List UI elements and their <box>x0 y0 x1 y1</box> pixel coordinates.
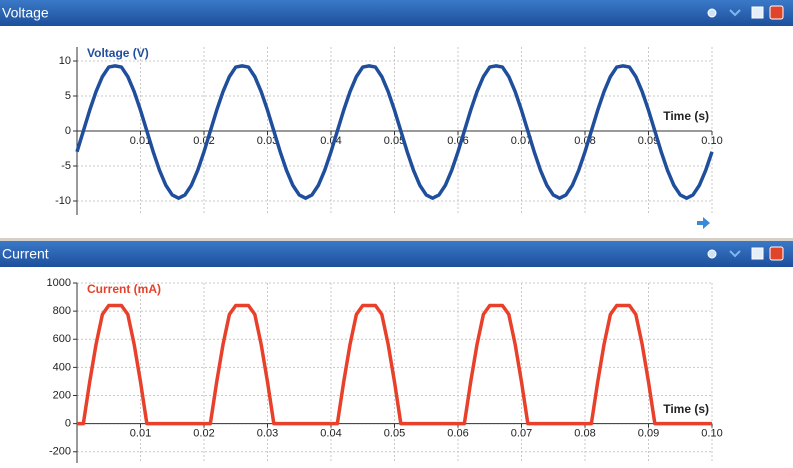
zoom-icon[interactable] <box>707 249 717 259</box>
title-bar <box>0 241 793 267</box>
x-tick-label: 0.07 <box>511 428 532 440</box>
y-tick-label: 0 <box>65 125 71 137</box>
y-tick-label: 600 <box>53 333 71 345</box>
x-tick-label: 0.02 <box>193 428 214 440</box>
x-tick-label: 0.04 <box>320 428 341 440</box>
y-tick-label: 400 <box>53 361 71 373</box>
y-tick-label: 5 <box>65 90 71 102</box>
collapse-icon[interactable] <box>729 250 741 258</box>
x-tick-label: 0.10 <box>701 135 722 147</box>
series-line <box>75 64 714 200</box>
splitter <box>0 238 793 241</box>
close-icon[interactable] <box>769 246 784 261</box>
y-axis-label: Current (mA) <box>87 282 161 296</box>
x-tick-label: 0.05 <box>384 135 405 147</box>
series-line <box>77 303 712 426</box>
x-axis-label: Time (s) <box>663 109 709 123</box>
x-tick-label: 0.08 <box>574 428 595 440</box>
zoom-icon[interactable] <box>707 8 717 18</box>
close-icon[interactable] <box>769 5 784 20</box>
y-tick-label: 200 <box>53 389 71 401</box>
panel-title: Current <box>2 246 49 262</box>
x-tick-label: 0.06 <box>447 135 468 147</box>
x-tick-label: 0.07 <box>511 135 532 147</box>
x-tick-label: 0.04 <box>320 135 341 147</box>
y-tick-label: 0 <box>65 418 71 430</box>
arrow-button[interactable] <box>697 217 710 229</box>
title-bar <box>0 0 793 26</box>
x-tick-label: 0.03 <box>257 135 278 147</box>
maximize-icon[interactable] <box>751 6 764 19</box>
y-tick-label: 800 <box>53 305 71 317</box>
x-tick-label: 0.01 <box>130 135 151 147</box>
y-tick-label: -10 <box>55 195 71 207</box>
y-axis-label: Voltage (V) <box>87 46 149 60</box>
x-tick-label: 0.09 <box>638 135 659 147</box>
x-tick-label: 0.02 <box>193 135 214 147</box>
x-tick-label: 0.06 <box>447 428 468 440</box>
y-tick-label: -5 <box>61 160 71 172</box>
y-tick-label: 1000 <box>47 277 71 289</box>
panel-title: Voltage <box>2 5 49 21</box>
x-tick-label: 0.10 <box>701 428 722 440</box>
x-tick-label: 0.05 <box>384 428 405 440</box>
x-tick-label: 0.03 <box>257 428 278 440</box>
y-tick-label: -200 <box>49 446 71 458</box>
window-controls[interactable] <box>707 5 784 20</box>
collapse-icon[interactable] <box>729 9 741 17</box>
x-tick-label: 0.01 <box>130 428 151 440</box>
x-axis-label: Time (s) <box>663 402 709 416</box>
y-tick-label: 10 <box>59 55 71 67</box>
window-controls[interactable] <box>707 246 784 261</box>
maximize-icon[interactable] <box>751 247 764 260</box>
x-tick-label: 0.09 <box>638 428 659 440</box>
x-tick-label: 0.08 <box>574 135 595 147</box>
